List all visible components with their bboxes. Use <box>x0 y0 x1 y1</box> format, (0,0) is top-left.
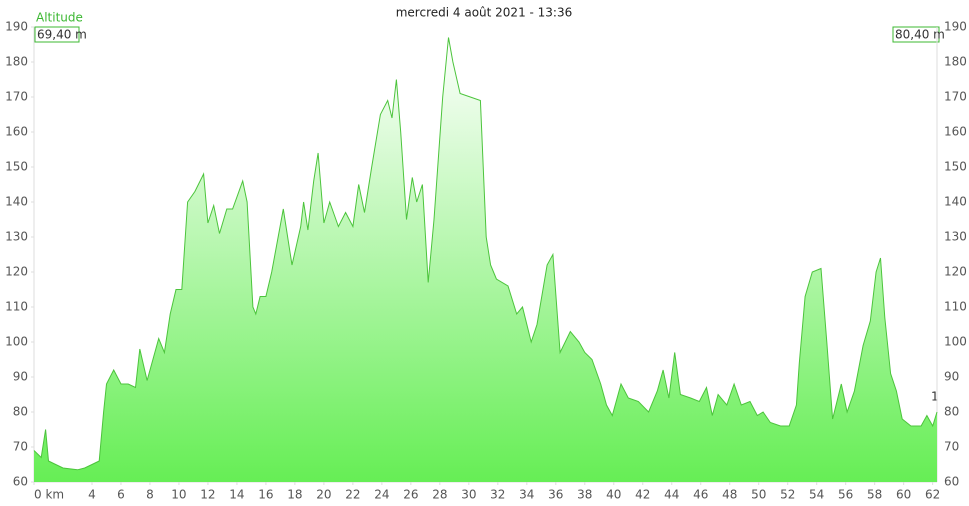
x-tick-label: 44 <box>664 488 679 502</box>
y-tick-label: 60 <box>13 475 28 489</box>
y2-tick-label: 100 <box>944 335 967 349</box>
area-fill <box>34 37 937 482</box>
x-tick-label: 42 <box>635 488 650 502</box>
x-tick-label: 34 <box>519 488 534 502</box>
x-tick-label: 58 <box>867 488 882 502</box>
x-tick-label: 32 <box>490 488 505 502</box>
x-tick-label: 24 <box>374 488 389 502</box>
x-tick-label: 26 <box>403 488 418 502</box>
chart-title: mercredi 4 août 2021 - 13:36 <box>396 6 573 20</box>
x-tick-label: 48 <box>722 488 737 502</box>
x-tick-label: 40 <box>606 488 621 502</box>
x-tick-label: 38 <box>577 488 592 502</box>
y2-tick-label: 60 <box>944 475 959 489</box>
x-tick-label: 18 <box>287 488 302 502</box>
x-tick-label: 36 <box>548 488 563 502</box>
y-tick-label: 190 <box>5 20 28 34</box>
y-tick-label: 120 <box>5 265 28 279</box>
x-tick-label: 4 <box>88 488 96 502</box>
marker-label: 1 <box>931 390 939 404</box>
y2-tick-label: 170 <box>944 90 967 104</box>
x-tick-label: 12 <box>200 488 215 502</box>
left-readout: 69,40 m <box>37 28 87 42</box>
y2-tick-label: 90 <box>944 370 959 384</box>
x-tick-label: 30 <box>461 488 476 502</box>
y2-tick-label: 110 <box>944 300 967 314</box>
readout-box <box>892 26 940 43</box>
x-tick-label: 20 <box>316 488 331 502</box>
y2-tick-label: 140 <box>944 195 967 209</box>
x-tick-label: 62 <box>925 488 940 502</box>
x-tick-label: 46 <box>693 488 708 502</box>
y2-tick-label: 180 <box>944 55 967 69</box>
y-tick-label: 180 <box>5 55 28 69</box>
x-tick-label: 10 <box>171 488 186 502</box>
y2-tick-label: 70 <box>944 440 959 454</box>
y2-tick-label: 130 <box>944 230 967 244</box>
series-label: Altitude <box>36 11 83 25</box>
y-tick-label: 70 <box>13 440 28 454</box>
x-tick-label: 60 <box>896 488 911 502</box>
x-tick-label: 52 <box>780 488 795 502</box>
y-tick-label: 100 <box>5 335 28 349</box>
y-tick-label: 80 <box>13 405 28 419</box>
y-tick-label: 150 <box>5 160 28 174</box>
right-readout: 80,40 m <box>895 28 945 42</box>
y-tick-label: 130 <box>5 230 28 244</box>
x-tick-label: 0 km <box>34 488 64 502</box>
profile-line <box>33 37 938 471</box>
y2-tick-label: 190 <box>944 20 967 34</box>
y2-tick-label: 120 <box>944 265 967 279</box>
x-tick-label: 16 <box>258 488 273 502</box>
readout-box <box>34 26 80 43</box>
x-tick-label: 8 <box>146 488 154 502</box>
y-tick-label: 140 <box>5 195 28 209</box>
y2-tick-label: 150 <box>944 160 967 174</box>
y2-tick-label: 80 <box>944 405 959 419</box>
y2-tick-label: 160 <box>944 125 967 139</box>
x-tick-label: 14 <box>229 488 244 502</box>
y-tick-label: 110 <box>5 300 28 314</box>
x-tick-label: 28 <box>432 488 447 502</box>
y-tick-label: 170 <box>5 90 28 104</box>
x-tick-label: 54 <box>809 488 824 502</box>
y-tick-label: 90 <box>13 370 28 384</box>
x-tick-label: 56 <box>838 488 853 502</box>
x-tick-label: 50 <box>751 488 766 502</box>
x-tick-label: 22 <box>345 488 360 502</box>
y-tick-label: 160 <box>5 125 28 139</box>
x-tick-label: 6 <box>117 488 125 502</box>
